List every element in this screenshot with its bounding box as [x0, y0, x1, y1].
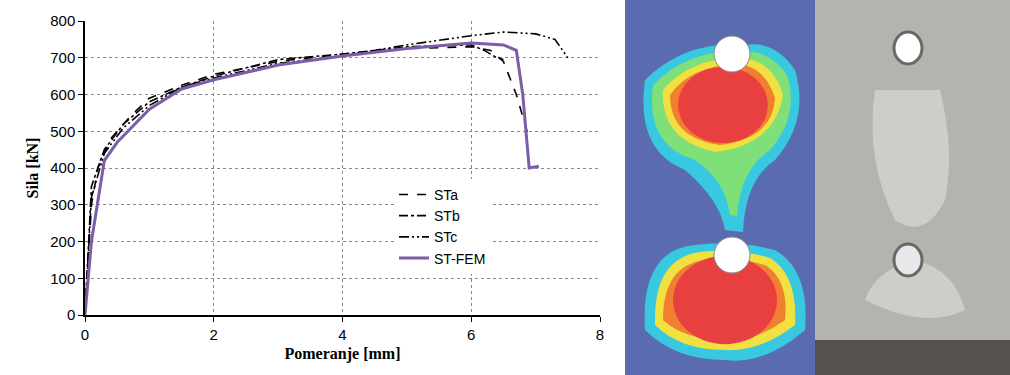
svg-text:200: 200	[50, 233, 75, 250]
svg-text:STa: STa	[434, 187, 458, 203]
svg-text:0: 0	[81, 326, 89, 343]
svg-text:500: 500	[50, 123, 75, 140]
svg-text:2: 2	[210, 326, 218, 343]
svg-text:Sila [kN]: Sila [kN]	[24, 138, 41, 199]
svg-text:300: 300	[50, 196, 75, 213]
svg-text:400: 400	[50, 159, 75, 176]
svg-text:4: 4	[338, 326, 346, 343]
svg-text:Pomeranje [mm]: Pomeranje [mm]	[285, 345, 401, 363]
svg-text:ST-FEM: ST-FEM	[434, 251, 485, 267]
svg-text:600: 600	[50, 86, 75, 103]
svg-text:700: 700	[50, 49, 75, 66]
svg-text:800: 800	[50, 12, 75, 29]
svg-text:0: 0	[67, 306, 75, 323]
svg-text:8: 8	[596, 326, 604, 343]
svg-text:6: 6	[467, 326, 475, 343]
svg-text:STb: STb	[434, 208, 460, 224]
svg-text:100: 100	[50, 270, 75, 287]
svg-text:STc: STc	[434, 229, 457, 245]
